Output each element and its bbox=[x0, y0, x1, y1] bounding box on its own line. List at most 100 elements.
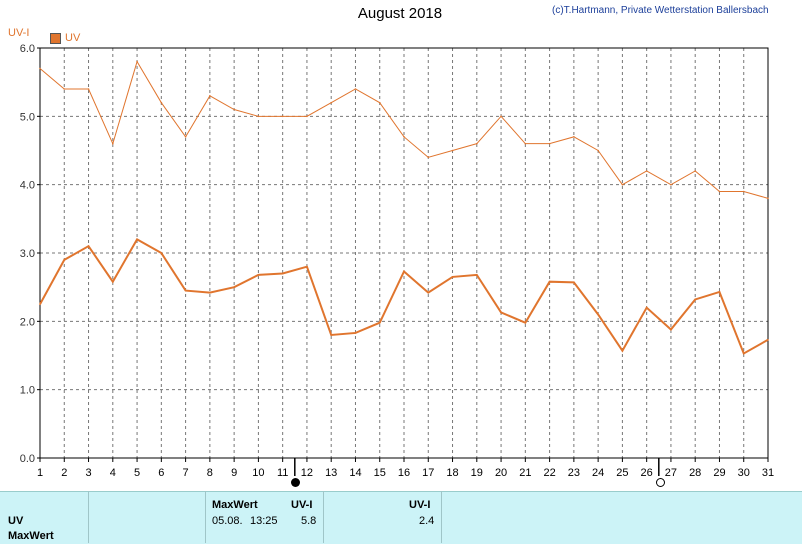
series-2-point bbox=[281, 272, 284, 275]
x-tick-label: 25 bbox=[616, 467, 628, 479]
x-tick-label: 10 bbox=[252, 467, 264, 479]
series-2-point bbox=[403, 270, 405, 273]
panel-max-value: 5.8 bbox=[301, 515, 317, 527]
x-tick-label: 14 bbox=[349, 467, 361, 479]
series-2-point bbox=[670, 328, 672, 331]
y-tick-label: 3.0 bbox=[20, 248, 35, 260]
series-1-point bbox=[403, 136, 405, 138]
series-2-point bbox=[694, 298, 696, 301]
series-2-point bbox=[209, 291, 211, 294]
series-2-point bbox=[306, 265, 308, 268]
series-1-point bbox=[209, 95, 211, 97]
series-1-point bbox=[354, 88, 357, 90]
x-tick-label: 16 bbox=[398, 467, 410, 479]
x-tick-label: 2 bbox=[61, 467, 67, 479]
series-2-point bbox=[548, 280, 551, 283]
y-tick-label: 5.0 bbox=[20, 111, 35, 123]
series-1-point bbox=[112, 142, 114, 145]
y-tick-label: 2.0 bbox=[20, 316, 35, 328]
series-2-point bbox=[257, 274, 260, 276]
x-tick-label: 6 bbox=[158, 467, 164, 479]
series-2-point bbox=[63, 259, 66, 261]
series-1-point bbox=[500, 115, 502, 118]
y-tick-label: 0.0 bbox=[20, 453, 35, 465]
series-1-point bbox=[742, 190, 745, 193]
x-tick-label: 22 bbox=[543, 467, 555, 479]
x-tick-label: 13 bbox=[325, 467, 337, 479]
series-2-point bbox=[767, 338, 769, 341]
series-line-1 bbox=[39, 60, 769, 199]
panel-divider bbox=[88, 491, 89, 543]
series-1-point bbox=[621, 183, 624, 186]
series-2-point bbox=[87, 245, 90, 247]
x-tick-label: 24 bbox=[592, 467, 604, 479]
x-tick-label: 7 bbox=[183, 467, 189, 479]
side-strip bbox=[780, 28, 802, 491]
series-1-point bbox=[257, 115, 260, 118]
plot-frame bbox=[39, 47, 769, 459]
x-tick-label: 26 bbox=[641, 467, 653, 479]
legend-swatch bbox=[50, 32, 61, 44]
series-1-point bbox=[548, 142, 551, 145]
series-1-point bbox=[160, 101, 163, 104]
series-1-point bbox=[39, 67, 41, 70]
series-1-point bbox=[281, 115, 284, 118]
x-tick-label: 23 bbox=[568, 467, 580, 479]
series-2-point bbox=[378, 321, 381, 324]
panel-row-label-maxwert: MaxWert bbox=[8, 530, 54, 542]
series-1-point bbox=[184, 136, 187, 138]
x-tick-label: 12 bbox=[301, 467, 313, 479]
copyright-text: (c)T.Hartmann, Private Wetterstation Bal… bbox=[552, 5, 769, 16]
series-2-point bbox=[451, 276, 454, 278]
x-tick-label: 28 bbox=[689, 467, 701, 479]
y-tick-label: 4.0 bbox=[20, 180, 35, 192]
series-1-point bbox=[694, 170, 696, 172]
series-2-point bbox=[718, 291, 721, 293]
series-1-point bbox=[670, 183, 672, 186]
series-1-point bbox=[63, 88, 66, 90]
series-1-point bbox=[233, 108, 235, 111]
series-2-point bbox=[524, 321, 527, 324]
y-axis-unit-label: UV-I bbox=[8, 27, 30, 39]
x-tick-label: 11 bbox=[277, 467, 288, 479]
series-1-point bbox=[597, 149, 599, 152]
x-tick-label: 21 bbox=[519, 467, 531, 479]
series-1-point bbox=[573, 136, 575, 138]
y-tick-label: 6.0 bbox=[20, 43, 35, 55]
panel-maxwert-header: MaxWert bbox=[212, 499, 258, 511]
series-2-point bbox=[184, 289, 187, 292]
chart-canvas: 0.01.02.03.04.05.06.01 2 3 4 5 6 7 8 9 10 11 12 13 14… bbox=[20, 43, 774, 479]
series-1-point bbox=[136, 60, 138, 63]
series-2-point bbox=[597, 313, 599, 316]
series-1-point bbox=[524, 142, 527, 145]
series-1-point bbox=[378, 101, 381, 104]
panel-maxwert-time: 13:25 bbox=[250, 515, 278, 527]
series-2-point bbox=[233, 286, 235, 288]
series-1-point bbox=[718, 190, 721, 193]
x-tick-label: 19 bbox=[471, 467, 483, 479]
x-tick-label: 8 bbox=[207, 467, 213, 479]
series-2-point bbox=[39, 303, 41, 306]
x-tick-label: 27 bbox=[665, 467, 677, 479]
x-tick-label: 5 bbox=[134, 467, 140, 479]
series-2-point bbox=[160, 252, 163, 254]
x-tick-label: 1 bbox=[37, 467, 43, 479]
series-1-point bbox=[767, 197, 769, 200]
x-tick-label: 20 bbox=[495, 467, 507, 479]
series-2-point bbox=[621, 349, 624, 352]
panel-second-value: 2.4 bbox=[419, 515, 435, 527]
series-2-point bbox=[500, 311, 502, 314]
full-moon-icon bbox=[291, 478, 300, 487]
series-2-point bbox=[742, 352, 745, 355]
series-1-point bbox=[427, 156, 430, 159]
panel-divider bbox=[323, 491, 324, 543]
info-panel bbox=[0, 491, 802, 544]
x-tick-label: 29 bbox=[713, 467, 725, 479]
series-2-point bbox=[354, 332, 357, 334]
panel-unit-header-2: UV-I bbox=[409, 499, 431, 511]
x-tick-label: 18 bbox=[446, 467, 458, 479]
x-tick-label: 9 bbox=[231, 467, 237, 479]
panel-unit-header-1: UV-I bbox=[291, 499, 313, 511]
x-tick-label: 15 bbox=[374, 467, 386, 479]
series-2-point bbox=[476, 274, 478, 276]
